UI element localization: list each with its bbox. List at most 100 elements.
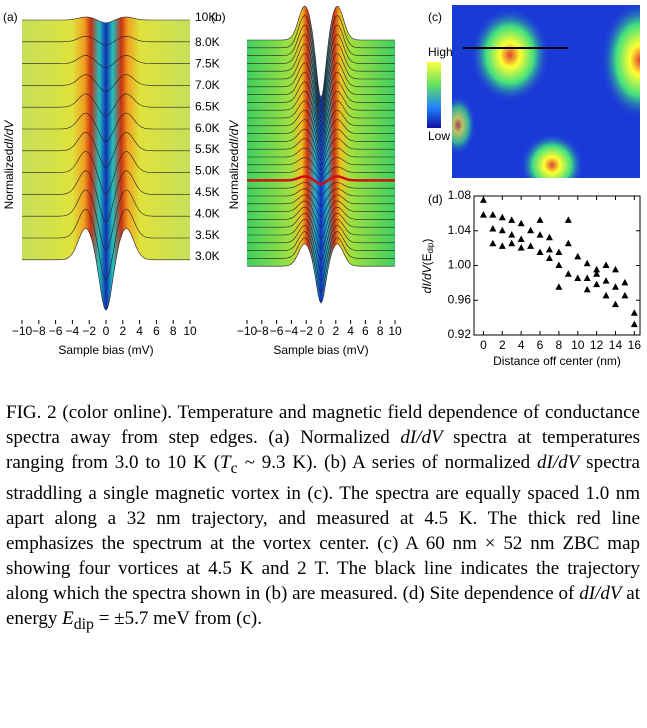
temperature-label: 8.0K	[195, 35, 220, 49]
spectrum-curve	[247, 212, 395, 250]
colorbar-high: High	[428, 45, 453, 59]
x-tick-label: 6	[153, 324, 160, 338]
data-point	[555, 283, 563, 290]
x-tick-label: −6	[270, 324, 284, 338]
spectrum-curve	[247, 206, 395, 239]
spectrum-curve	[247, 128, 395, 161]
panel-c: (c) High Low	[427, 5, 640, 178]
x-axis-label: Sample bias (mV)	[273, 343, 368, 357]
data-point	[479, 196, 487, 203]
panel-label: (b)	[211, 10, 226, 24]
spectrum-curve	[247, 157, 395, 176]
vortex	[452, 95, 476, 155]
spectrum-curve	[247, 200, 395, 228]
spectrum-curve	[22, 170, 190, 223]
spectrum-curve	[247, 53, 395, 123]
data-point	[536, 248, 544, 255]
x-tick-label: 8	[556, 338, 563, 352]
temperature-label: 7.0K	[195, 78, 220, 92]
data-point	[593, 270, 601, 277]
panel-label: (d)	[428, 192, 443, 206]
y-axis-label: dI/dV(Edip)	[420, 239, 435, 294]
spectra-fill	[22, 17, 190, 311]
spectrum-curve	[22, 35, 190, 46]
data-point	[602, 261, 610, 268]
x-tick-label: 0	[103, 324, 110, 338]
data-point	[621, 291, 629, 299]
spectrum-curve	[22, 112, 190, 142]
data-point	[555, 248, 563, 255]
data-point	[602, 277, 610, 284]
spectrum-curve	[247, 71, 395, 133]
colorbar-low: Low	[428, 129, 450, 143]
spectrum-curve	[247, 182, 395, 196]
caption-math: E	[62, 607, 74, 629]
spectra-fill	[247, 6, 395, 304]
spectrum-curve	[247, 15, 395, 104]
x-tick-label: 4	[347, 324, 354, 338]
spectrum-curve	[22, 151, 190, 195]
data-point	[574, 252, 582, 260]
x-tick-label: 10	[183, 324, 197, 338]
spectrum-curve	[247, 243, 395, 304]
figure: Sample bias (mV)−10 −8 −6 −4 −2 0 2 4 6 8 10Normal…	[2, 5, 641, 368]
spectrum-curve	[247, 24, 395, 109]
data-point	[621, 278, 629, 286]
x-tick-label: 2	[332, 324, 339, 338]
colorbar	[427, 62, 441, 128]
data-point	[498, 226, 506, 234]
caption-text: spectra at temperatures ranging from 3.0…	[6, 427, 640, 473]
x-tick-label: 6	[537, 338, 544, 352]
y-axis-label-open: (E	[420, 253, 434, 265]
panel-d: (d) Distance off center (nm) dI/dV(Edip)…	[420, 188, 641, 368]
data-point	[611, 265, 619, 273]
spectrum-curve	[247, 219, 395, 261]
data-point	[508, 239, 516, 247]
caption: FIG. 2 (color online). Temperature and m…	[6, 400, 640, 637]
x-tick-label: −8	[255, 324, 269, 338]
x-tick-label: 8	[377, 324, 384, 338]
caption-text: FIG. 2 (color online). Temperature and m…	[6, 402, 640, 448]
y-tick-label: 1.08	[448, 188, 472, 202]
y-axis-label: NormalizeddI/dV	[227, 120, 241, 210]
spectrum-curve	[247, 188, 395, 207]
vortex	[470, 7, 550, 103]
spectrum-curve	[22, 189, 190, 252]
data-point	[508, 231, 516, 238]
x-tick-label: 10	[388, 324, 402, 338]
data-point	[564, 239, 572, 247]
caption-text: = ±5.7 meV from (c).	[93, 607, 262, 629]
data-point	[593, 265, 601, 273]
temperature-label: 5.0K	[195, 164, 220, 178]
spectrum-curve	[247, 147, 395, 171]
x-tick-label: 10	[571, 338, 585, 352]
spectrum-curve	[22, 131, 190, 169]
x-tick-label: 2	[499, 338, 506, 352]
y-axis-label-math: dI/dV	[227, 120, 241, 149]
data-point	[527, 242, 535, 249]
x-tick-label: −6	[49, 324, 63, 338]
x-tick-label: 0	[318, 324, 325, 338]
temperature-label: 6.5K	[195, 99, 220, 113]
data-point	[527, 226, 535, 234]
panel-a: Sample bias (mV) −10 −8 −6 −4 −2 0 2 4 6 8 10 Normal…	[2, 10, 220, 357]
vortex	[520, 133, 584, 178]
spectrum-curve	[247, 175, 395, 186]
data-point	[536, 216, 544, 223]
spectrum-curve	[247, 62, 395, 128]
caption-math: T	[220, 452, 231, 473]
spectrum-curve	[247, 100, 395, 147]
y-axis-label-sub: dip	[426, 242, 435, 253]
data-point	[611, 283, 619, 290]
x-tick-label: −2	[299, 324, 313, 338]
x-tick-label: 12	[590, 338, 604, 352]
temperature-label: 4.5K	[195, 185, 220, 199]
temperature-label: 4.0K	[195, 206, 220, 220]
x-tick-label: −10	[12, 324, 33, 338]
data-point	[593, 280, 601, 288]
caption-sub: dip	[73, 615, 94, 633]
y-tick-label: 1.00	[448, 258, 472, 272]
spectrum-curve	[22, 228, 190, 311]
data-point	[583, 274, 591, 282]
